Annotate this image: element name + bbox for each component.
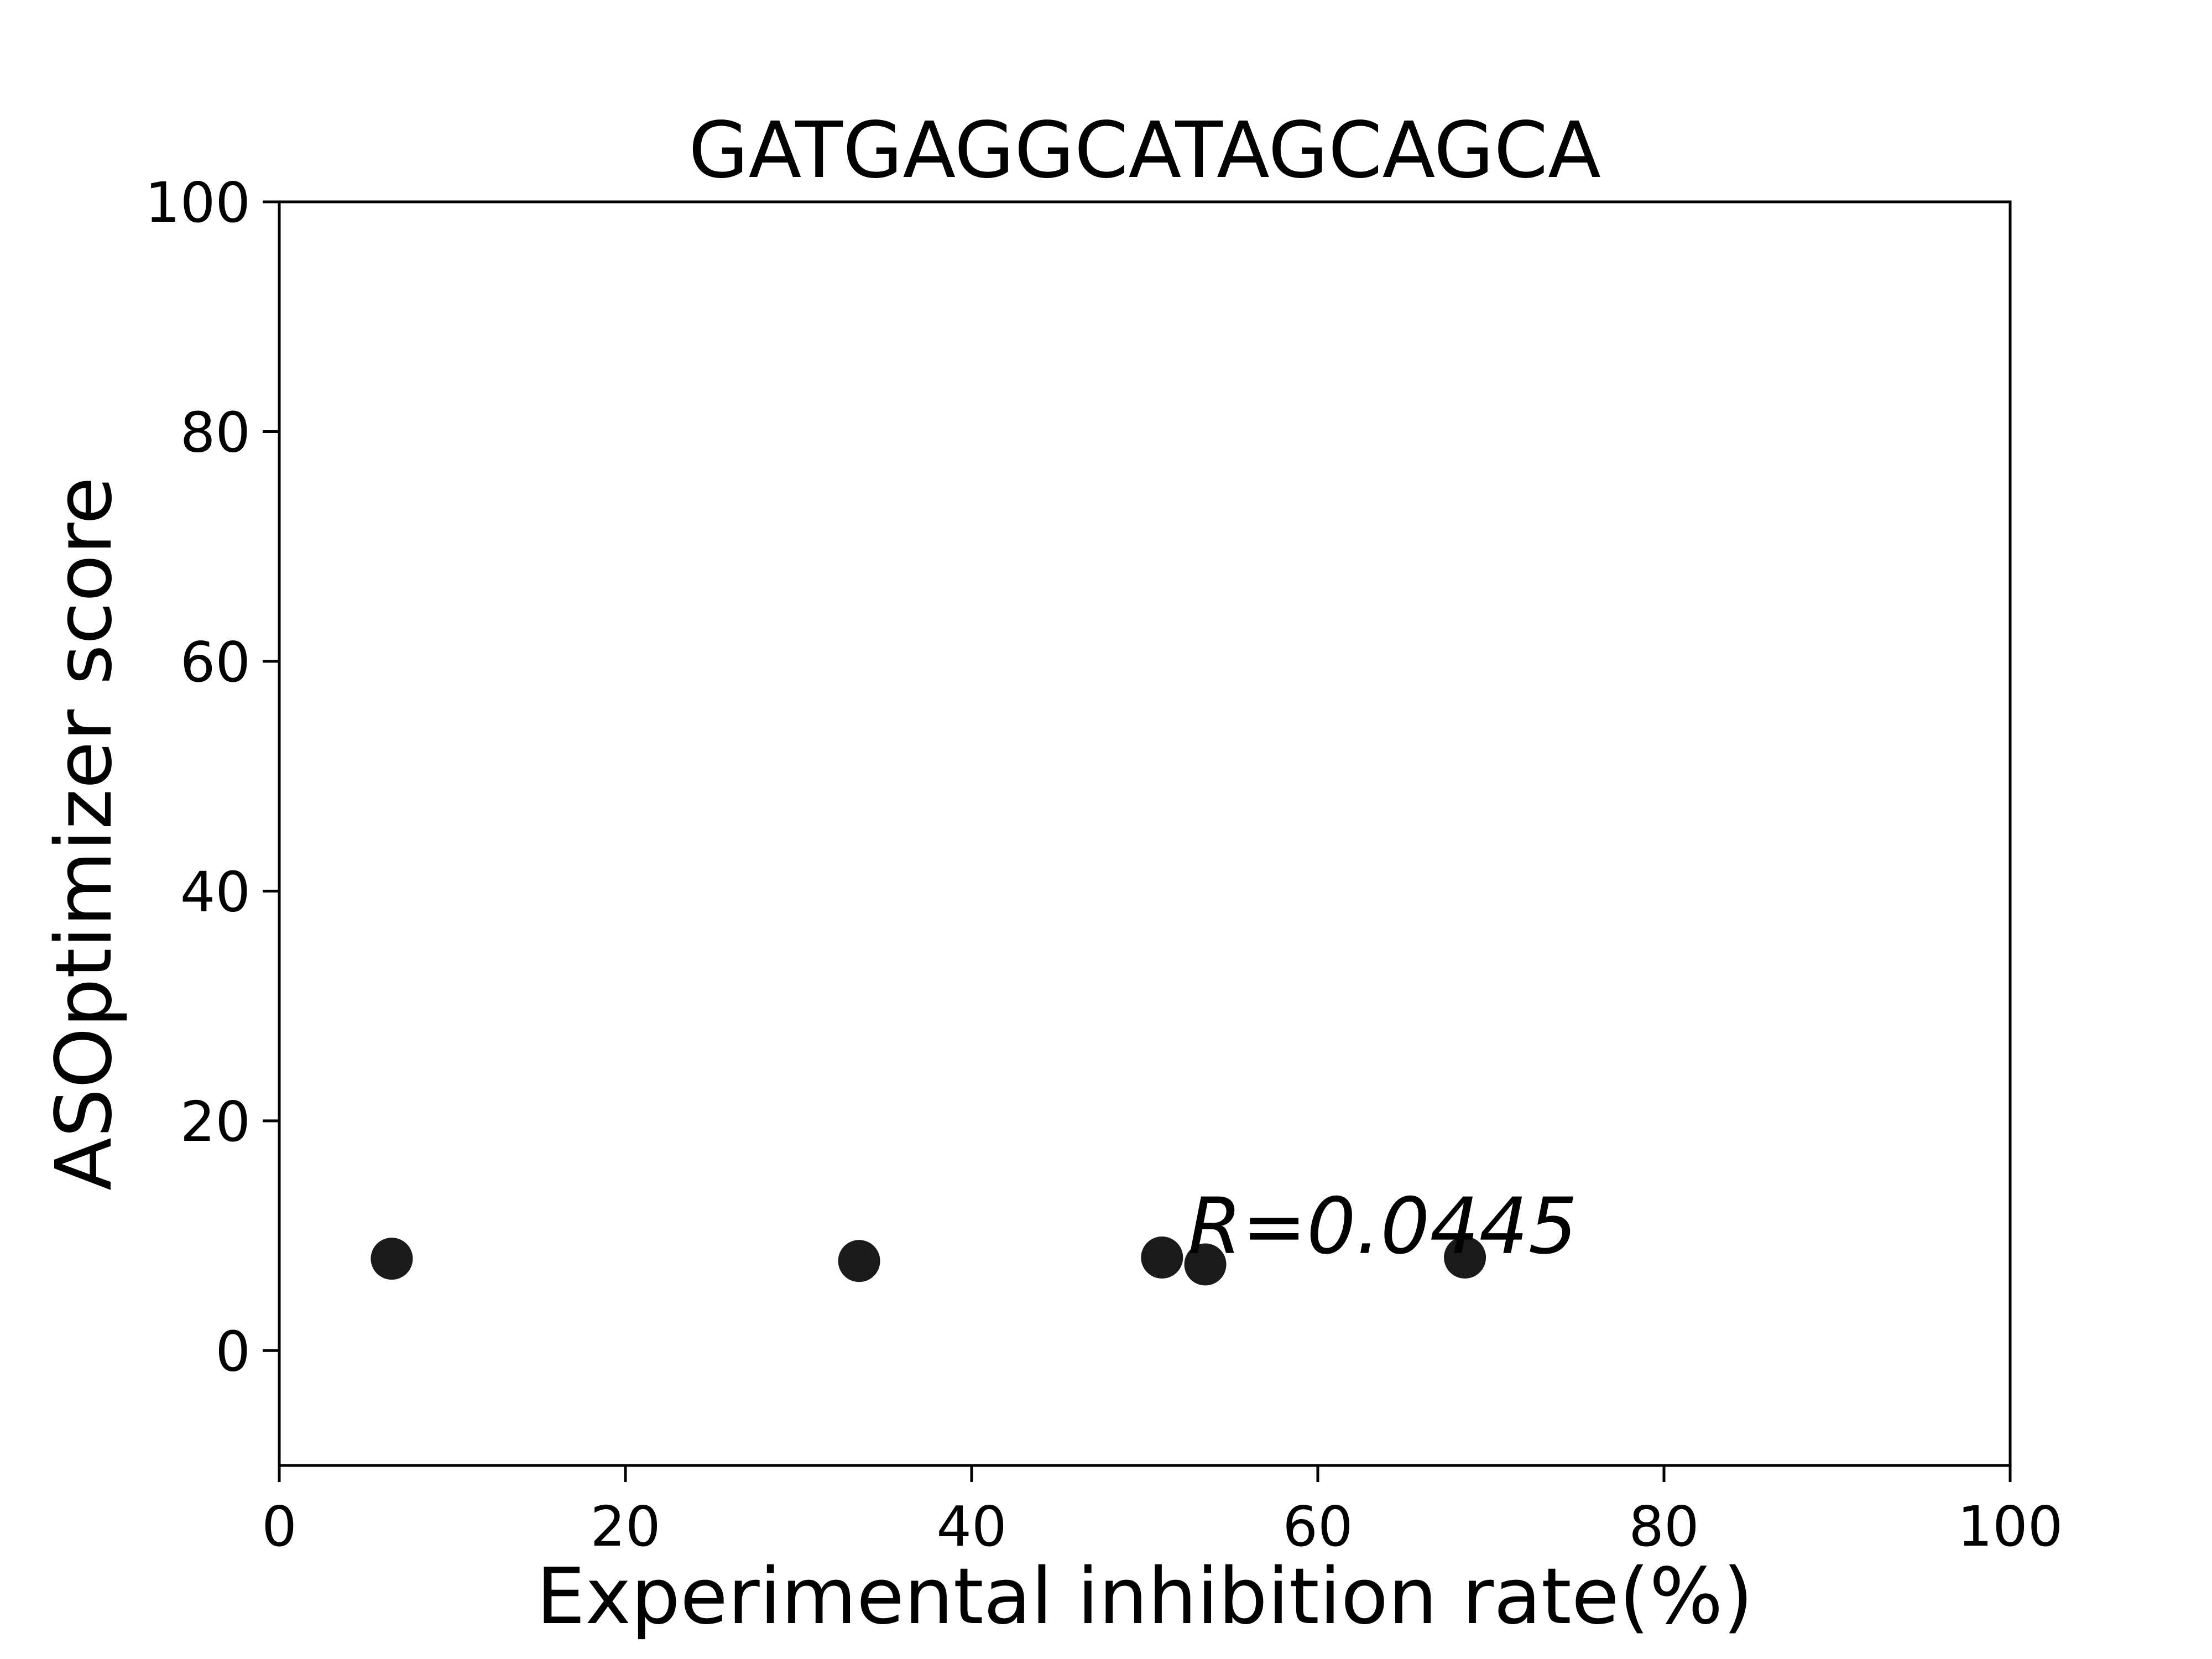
y-tick-label: 0 xyxy=(215,1319,251,1384)
y-tick-label: 100 xyxy=(145,170,251,235)
y-axis-label: ASOptimizer score xyxy=(39,477,129,1191)
data-point xyxy=(1444,1237,1486,1279)
x-tick-label: 60 xyxy=(1282,1494,1353,1559)
data-point xyxy=(371,1238,413,1280)
y-axis: 0 20 40 60 80 100 xyxy=(145,170,279,1384)
x-tick-label: 0 xyxy=(262,1494,297,1559)
plot-frame xyxy=(278,200,2012,1467)
data-point xyxy=(1141,1237,1183,1279)
chart-title: GATGAGGCATAGCAGCA xyxy=(688,106,1601,196)
data-points xyxy=(371,1237,1486,1286)
x-tick-label: 100 xyxy=(1958,1494,2063,1559)
correlation-annotation: R=0.0445 xyxy=(1188,1182,1577,1272)
x-axis-label: Experimental inhibition rate(%) xyxy=(536,1552,1753,1642)
x-tick-label: 40 xyxy=(936,1494,1006,1559)
data-point xyxy=(1184,1243,1227,1286)
x-axis: 0 20 40 60 80 100 xyxy=(262,1465,2063,1559)
y-tick-label: 40 xyxy=(180,859,251,924)
y-tick-label: 60 xyxy=(180,630,251,695)
x-tick-label: 20 xyxy=(590,1494,660,1559)
y-tick-label: 80 xyxy=(180,400,251,465)
data-point xyxy=(838,1240,880,1282)
y-tick-label: 20 xyxy=(180,1089,251,1154)
plot-border xyxy=(278,200,2012,1467)
x-tick-label: 80 xyxy=(1629,1494,1699,1559)
